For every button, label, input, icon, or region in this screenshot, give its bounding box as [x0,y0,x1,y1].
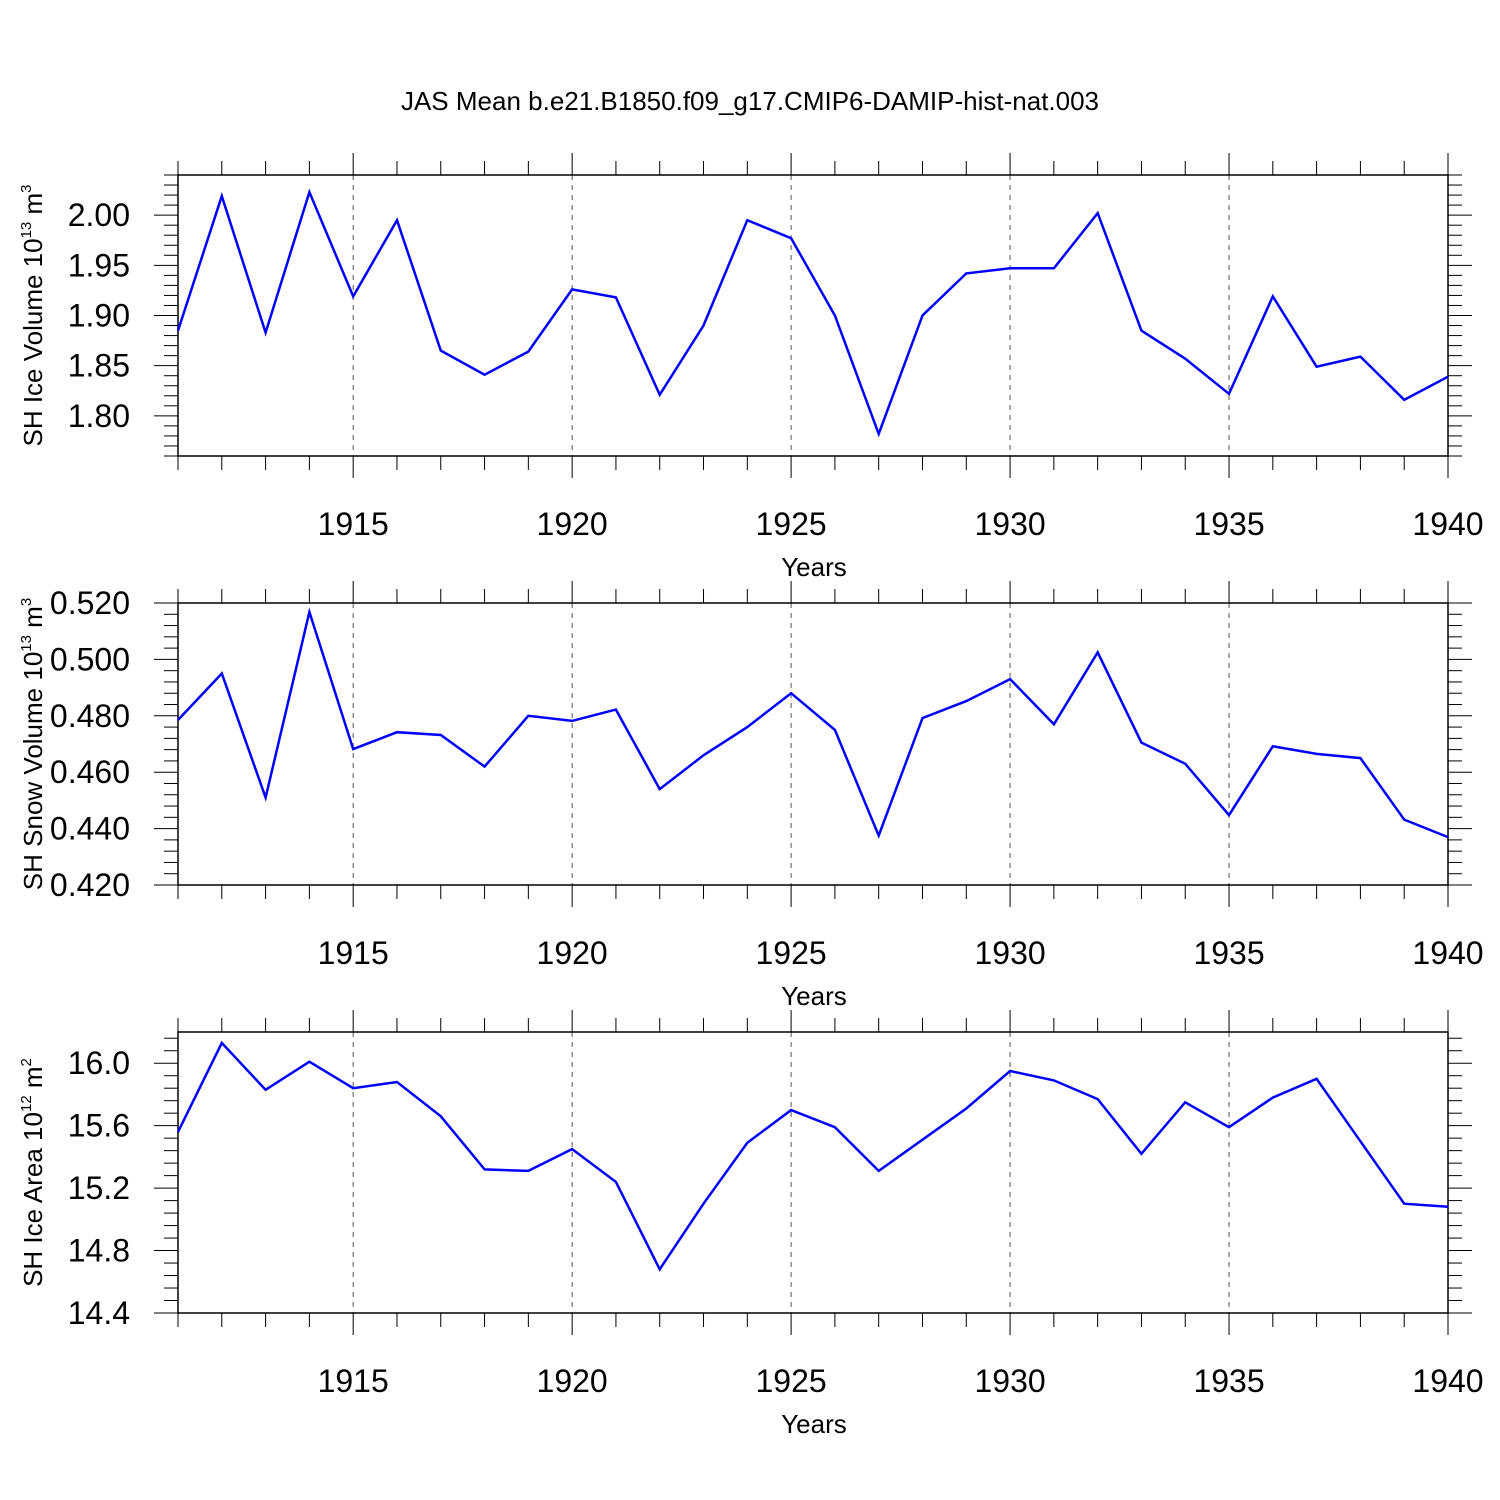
x-tick-label: 1935 [1193,1363,1264,1399]
y-tick-label: 1.95 [68,247,130,283]
x-tick-label: 1925 [756,1363,827,1399]
series-line [176,188,1449,438]
y-tick-label: 0.520 [50,585,130,621]
x-tick-label: 1915 [318,935,389,971]
y-tick-label: 0.500 [50,641,130,677]
plot-frame [177,174,1449,457]
chart-panel-3: 14.4 14.8 15.2 15.6 16.0 1915 1920 1925 1930 1935… [18,1010,1484,1439]
y-tick-label: 0.460 [50,754,130,790]
plot-frame [177,1031,1449,1314]
y-tick-label: 0.420 [50,867,130,903]
y-tick-label: 15.2 [68,1170,130,1206]
x-tick-label: 1930 [974,506,1045,542]
x-tick-label: 1935 [1193,506,1264,542]
x-tick-label: 1940 [1412,506,1483,542]
y-axis-label: SH Snow Volume 1013 m3 [18,598,48,890]
y-tick-label: 1.90 [68,298,130,334]
chart-panel-1: 1.80 1.85 1.90 1.95 2.00 1915 1920 1925 1930 1935… [18,153,1484,582]
y-axis-label: SH Ice Volume 1013 m3 [18,184,48,446]
y-tick-label: 14.8 [68,1233,130,1269]
x-tick-label: 1930 [974,1363,1045,1399]
chart-panel-2: 0.420 0.440 0.460 0.480 0.500 0.520 1915 1920 19… [18,581,1484,1011]
y-tick-label: 14.4 [68,1295,130,1331]
x-tick-label: 1925 [756,935,827,971]
x-tick-label: 1920 [537,935,608,971]
x-tick-label: 1915 [318,1363,389,1399]
panels: 1.80 1.85 1.90 1.95 2.00 1915 1920 1925 1930 1935… [18,153,1484,1439]
y-tick-label: 1.80 [68,398,130,434]
x-axis-label: Years [781,1409,847,1439]
x-tick-label: 1925 [756,506,827,542]
x-axis-label: Years [781,552,847,582]
series-line [177,607,1449,840]
x-tick-label: 1930 [974,935,1045,971]
y-tick-label: 2.00 [68,197,130,233]
main-title: JAS Mean b.e21.B1850.f09_g17.CMIP6-DAMIP… [401,86,1099,116]
plot-frame [177,602,1449,886]
x-tick-label: 1940 [1412,1363,1483,1399]
y-tick-label: 15.6 [68,1108,130,1144]
x-tick-label: 1920 [537,506,608,542]
y-tick-label: 0.480 [50,698,130,734]
y-axis-label: SH Ice Area 1012 m2 [18,1058,48,1287]
x-tick-label: 1920 [537,1363,608,1399]
x-tick-label: 1940 [1412,935,1483,971]
y-tick-label: 1.85 [68,348,130,384]
series-line [176,1040,1449,1272]
x-tick-label: 1915 [318,506,389,542]
x-axis-label: Years [781,981,847,1011]
y-tick-label: 16.0 [68,1045,130,1081]
y-tick-label: 0.440 [50,811,130,847]
x-tick-label: 1935 [1193,935,1264,971]
